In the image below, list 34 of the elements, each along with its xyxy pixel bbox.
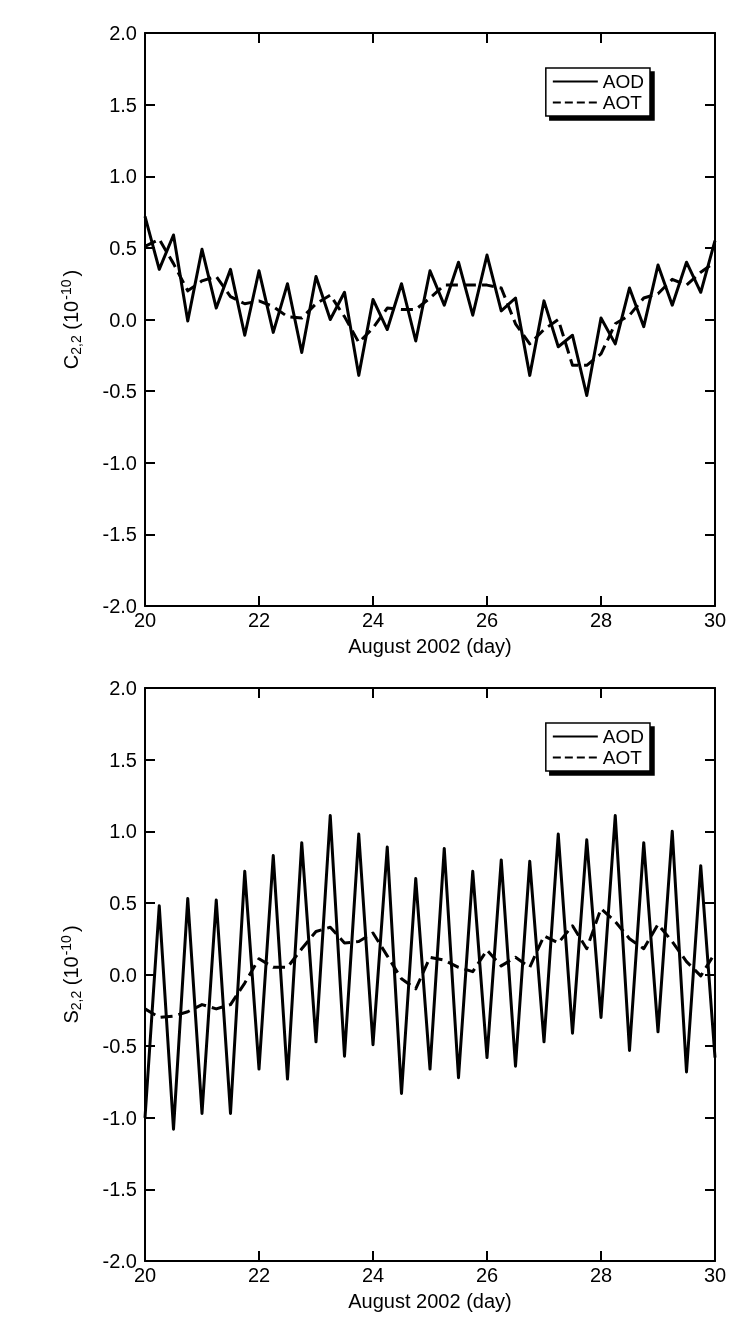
x-tick-label: 24: [361, 609, 385, 631]
x-axis-title: August 2002 (day): [348, 1290, 512, 1312]
legend-label: AOD: [602, 726, 645, 747]
y-tick-label: 1.5: [109, 93, 137, 116]
legend-label: AOT: [602, 92, 643, 113]
x-tick-label: 28: [589, 1264, 613, 1286]
x-tick-label: 26: [475, 609, 499, 631]
y-tick-label: 1.5: [109, 748, 137, 771]
x-tick-label: 24: [361, 1264, 385, 1286]
y-tick-label: 0.0: [109, 308, 137, 331]
y-tick-label: -0.5: [102, 1035, 137, 1058]
x-tick-label: 28: [589, 609, 613, 631]
y-tick-label: -1.0: [102, 1106, 137, 1129]
y-tick-label: -1.5: [102, 1178, 137, 1201]
legend-label: AOD: [602, 71, 645, 92]
x-axis-title: August 2002 (day): [348, 635, 512, 657]
y-tick-label: -1.5: [102, 523, 137, 546]
y-tick-label: 0.0: [109, 963, 137, 986]
y-tick-label: 1.0: [109, 820, 137, 843]
y-tick-label: -1.0: [102, 451, 137, 474]
x-tick-label: 22: [247, 1264, 271, 1286]
x-tick-label: 30: [703, 1264, 727, 1286]
y-tick-label: -0.5: [102, 380, 137, 403]
y-axis-title: S2,2 (10-10): [58, 925, 84, 1024]
x-tick-label: 22: [247, 609, 271, 631]
y-tick-label: 2.0: [109, 677, 137, 699]
legend-label: AOT: [602, 747, 643, 768]
x-tick-label: 30: [703, 609, 727, 631]
y-tick-label: 2.0: [109, 22, 137, 44]
y-axis-title: C2,2 (10-10): [58, 269, 84, 370]
y-tick-label: 0.5: [109, 891, 137, 914]
x-tick-label: 26: [475, 1264, 499, 1286]
y-tick-label: 0.5: [109, 236, 137, 259]
y-tick-label: 1.0: [109, 165, 137, 188]
